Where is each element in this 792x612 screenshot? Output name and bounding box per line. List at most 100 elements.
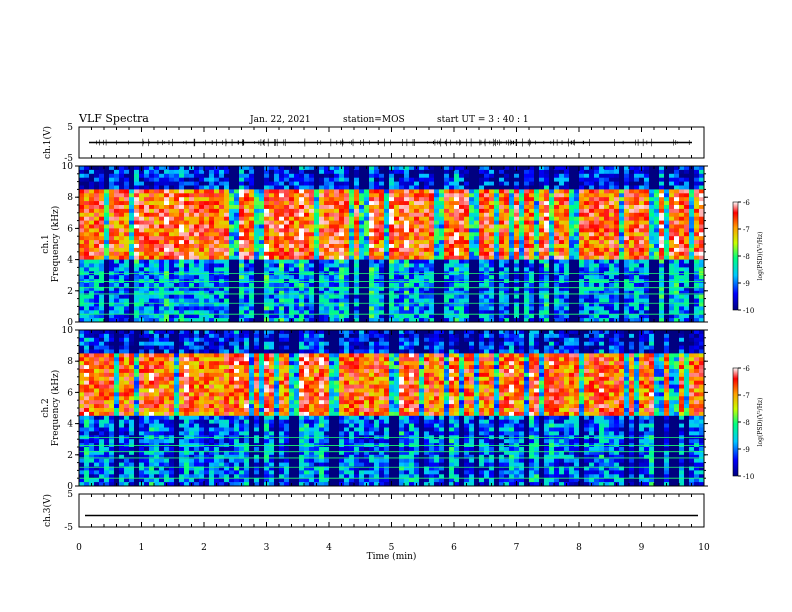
spectrogram-cell [149,208,155,214]
spectrogram-cell [149,286,155,292]
spectrogram-cell [584,181,590,186]
spectrogram-cell [529,193,535,198]
spectrogram-cell [184,240,190,245]
spectrogram-cell [639,208,645,214]
spectrogram-cell [119,286,125,292]
spectrogram-cell [419,275,425,280]
spectrogram-cell [329,275,335,280]
spectrogram-cell [284,294,290,299]
spectrogram-cell [394,228,400,233]
spectrogram-cell [339,302,345,307]
spectrogram-cell [284,193,290,198]
spectrogram-cell [664,216,670,221]
spectrogram-cell [104,318,110,323]
spectrogram-cell [409,181,415,186]
spectrogram-cell [539,251,545,257]
spectrogram-cell [234,244,240,249]
spectrogram-cell [504,259,510,264]
spectrogram-cell [164,283,170,288]
spectrogram-cell [209,169,215,175]
spectrogram-cell [469,205,475,210]
spectrogram-cell [619,255,625,260]
spectrogram-cell [649,240,655,245]
spectrogram-cell [354,314,360,319]
spectrogram-cell [209,185,215,190]
spectrogram-cell [194,212,200,218]
spectrogram-cell [439,255,445,260]
spectrogram-cell [99,310,105,315]
spectrogram-cell [384,201,390,206]
spectrogram-cell [224,208,230,214]
spectrogram-cell [579,220,585,225]
spectrogram-cell [119,306,125,311]
spectrogram-cell [199,310,205,315]
spectrogram-cell [544,236,550,241]
spectrogram-cell [604,169,610,175]
spectrogram-cell [494,236,500,241]
spectrogram-cell [114,294,120,299]
spectrogram-cell [244,212,250,218]
spectrogram-cell [174,240,180,245]
spectrogram-cell [304,267,310,272]
spectrogram-cell [604,236,610,241]
spectrogram-cell [299,177,305,182]
spectrogram-cell [144,247,150,253]
spectrogram-cell [474,185,480,190]
spectrogram-cell [534,169,540,175]
spectrogram-cell [669,212,675,218]
spectrogram-cell [589,220,595,225]
spectrogram-cell [129,173,135,179]
spectrogram-cell [319,232,325,237]
spectrogram-cell [134,189,140,194]
spectrogram-cell [164,185,170,190]
spectrogram-cell [464,212,470,218]
spectrogram-cell [569,314,575,319]
spectrogram-cell [304,189,310,194]
spectrogram-cell [379,310,385,315]
spectrogram-cell [284,267,290,272]
spectrogram-cell [464,259,470,264]
spectrogram-cell [309,173,315,179]
spectrogram-cell [239,169,245,175]
spectrogram-cell [399,298,405,303]
spectrogram-cell [304,294,310,299]
spectrogram-cell [404,255,410,260]
spectrogram-cell [434,177,440,182]
spectrogram-cell [169,177,175,182]
spectrogram-cell [459,177,465,182]
spectrogram-cell [519,220,525,225]
spectrogram-cell [284,259,290,264]
spectrogram-cell [604,232,610,237]
spectrogram-cell [99,286,105,292]
spectrogram-cell [439,212,445,218]
spectrogram-cell [364,185,370,190]
spectrogram-cell [169,314,175,319]
spectrogram-cell [254,166,260,171]
spectrogram-cell [579,255,585,260]
spectrogram-cell [199,251,205,257]
spectrogram-cell [384,224,390,229]
spectrogram-cell [224,205,230,210]
spectrogram-cell [209,275,215,280]
spectrogram-cell [114,314,120,319]
spectrogram-cell [524,318,530,323]
spectrogram-cell [484,173,490,179]
spectrogram-cell [164,251,170,257]
spectrogram-cell [359,259,365,264]
spectrogram-cell [254,205,260,210]
spectrogram-cell [199,177,205,182]
spectrogram-cell [319,286,325,292]
spectrogram-cell [664,306,670,311]
spectrogram-cell [454,263,460,268]
spectrogram-cell [144,212,150,218]
spectrogram-cell [264,232,270,237]
spectrogram-cell [229,224,235,229]
spectrogram-cell [444,169,450,175]
spectrogram-cell [644,298,650,303]
spectrogram-cell [209,197,215,202]
spectrogram-cell [324,232,330,237]
spectrogram-cell [474,197,480,202]
spectrogram-cell [554,314,560,319]
spectrogram-cell [509,302,515,307]
spectrogram-cell [644,267,650,272]
